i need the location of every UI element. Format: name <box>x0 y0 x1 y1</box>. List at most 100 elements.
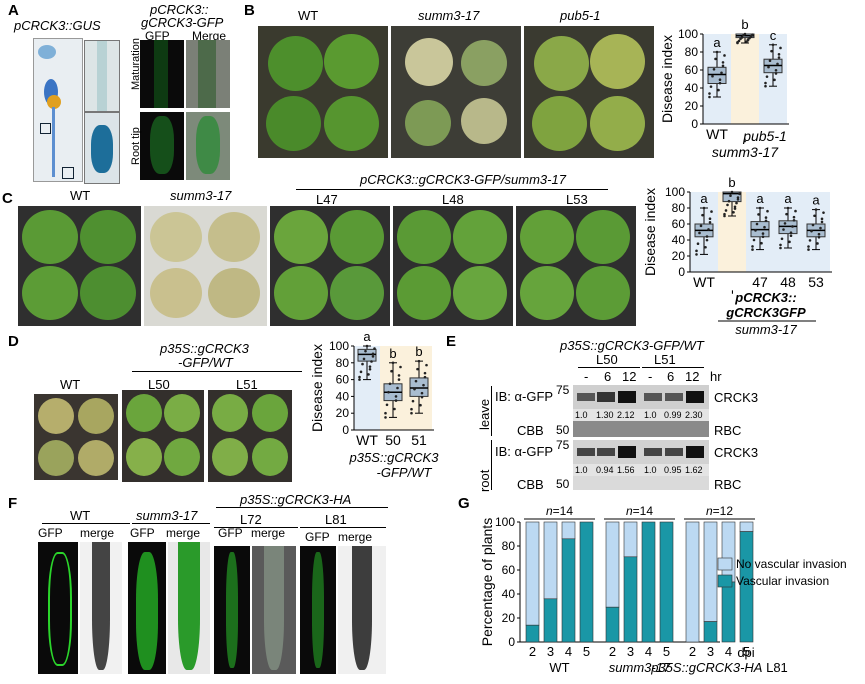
g-y-tick-label: 40 <box>502 587 516 601</box>
d-x-label: 51 <box>411 432 427 448</box>
e-root-ratio-3: 1.56 <box>617 465 635 475</box>
c-point <box>735 201 738 205</box>
f-wt-merge-photo <box>80 542 122 674</box>
c-box <box>778 220 798 235</box>
c-label-summ3: summ3-17 <box>170 188 232 203</box>
col-gfp-label: GFP <box>145 29 170 43</box>
e-time-2: 6 <box>604 369 612 384</box>
c-point <box>813 214 816 218</box>
d-point <box>387 390 390 394</box>
c-photo-wt <box>18 206 141 326</box>
merge-maturation-photo <box>186 40 230 108</box>
c-point <box>816 242 819 245</box>
c-photo-summ3 <box>144 206 267 326</box>
f-wt-gfp-photo <box>38 542 78 674</box>
f-l72-bar <box>214 527 298 528</box>
c-point <box>779 243 782 247</box>
c-point <box>786 206 790 210</box>
g-bar-invasion <box>739 531 754 643</box>
b-y-tick-label: 20 <box>685 99 699 113</box>
d-x-label: 50 <box>385 432 401 448</box>
d-construct-b: -GFP/WT <box>178 355 233 370</box>
panel-f-letter: F <box>8 495 18 512</box>
g-x-tick-label: 3 <box>707 644 714 659</box>
d-point <box>358 375 361 379</box>
c-y-tick-label: 40 <box>672 233 686 247</box>
d-y-tick-label: 40 <box>336 389 350 403</box>
c-point <box>761 235 765 239</box>
c-x-label: - <box>723 289 739 294</box>
c-point <box>788 240 791 244</box>
f-wt-merge: merge <box>80 526 115 540</box>
c-point <box>755 222 759 226</box>
g-y-label: Percentage of plants <box>479 518 495 646</box>
c-x-label: 53 <box>808 274 824 290</box>
d-photo-l51 <box>208 390 292 482</box>
c-point <box>708 220 712 224</box>
d-box <box>357 348 377 362</box>
d-y-tick-label: 0 <box>342 423 349 437</box>
g-n-label: n=14 <box>546 504 573 518</box>
c-point <box>751 248 754 251</box>
g-x-label: dpi <box>737 645 754 660</box>
b-x-label: WT <box>706 126 728 142</box>
d-construct-a: p35S::gCRCK3 <box>160 341 249 356</box>
e-mw50-root: 50 <box>556 477 570 491</box>
d-sig-letter: a <box>363 329 371 344</box>
g-y-tick-label: 0 <box>508 635 515 649</box>
b-point <box>765 75 769 78</box>
f-summ3-merge: merge <box>166 526 201 540</box>
b-point <box>736 41 739 44</box>
b-y-tick-label: 40 <box>685 81 699 95</box>
e-leaf-ratio-6: 2.30 <box>685 410 703 420</box>
c-group-label: summ3-17 <box>735 322 797 337</box>
e-cbb-root: CBB <box>517 477 544 492</box>
b-point <box>723 54 726 57</box>
e-leaf-ratio-5: 0.99 <box>664 410 682 420</box>
g-x-tick-label: 5 <box>663 644 670 659</box>
b-x-label: summ3-17 <box>712 144 779 160</box>
c-point <box>789 231 793 234</box>
d-point <box>397 378 401 381</box>
c-point <box>817 235 821 239</box>
b-photo-pub5 <box>524 26 654 158</box>
g-bar-invasion <box>543 598 558 643</box>
e-ib-leaf: IB: α-GFP <box>495 389 554 404</box>
b-sig-letter: b <box>741 17 748 32</box>
e-construct: p35S::gCRCK3-GFP/WT <box>560 338 704 353</box>
b-y-tick-label: 100 <box>678 27 698 41</box>
d-point <box>413 387 416 391</box>
d-point <box>361 362 364 366</box>
c-point <box>763 225 766 229</box>
c-point <box>792 219 796 222</box>
b-point <box>708 92 711 95</box>
c-point <box>789 234 793 237</box>
d-point <box>384 411 387 415</box>
b-point <box>777 56 781 59</box>
e-root-ratio-2: 0.94 <box>596 465 614 475</box>
d-point <box>419 403 422 407</box>
d-point <box>393 407 396 411</box>
panel-e-letter: E <box>446 333 457 350</box>
f-l72-merge-photo <box>252 546 296 674</box>
f-group-wt: WT <box>70 508 91 523</box>
d-point <box>364 349 367 353</box>
g-bar-no-invasion <box>543 521 558 600</box>
e-blot-root-crck3 <box>573 440 709 464</box>
b-point <box>715 50 719 54</box>
c-point <box>792 215 796 219</box>
g-bar-invasion <box>641 521 656 643</box>
e-tissue-leave: leave <box>477 398 492 430</box>
d-point <box>410 407 413 411</box>
d-point <box>388 382 392 386</box>
d-point <box>368 367 372 371</box>
d-x-label: WT <box>356 432 378 448</box>
c-point <box>754 229 757 232</box>
f-l81-gfp-photo <box>300 546 336 674</box>
d-point <box>362 357 366 361</box>
c-point <box>730 190 734 194</box>
e-l51-bar <box>642 367 704 368</box>
e-root-ratio-4: 1.0 <box>644 465 657 475</box>
